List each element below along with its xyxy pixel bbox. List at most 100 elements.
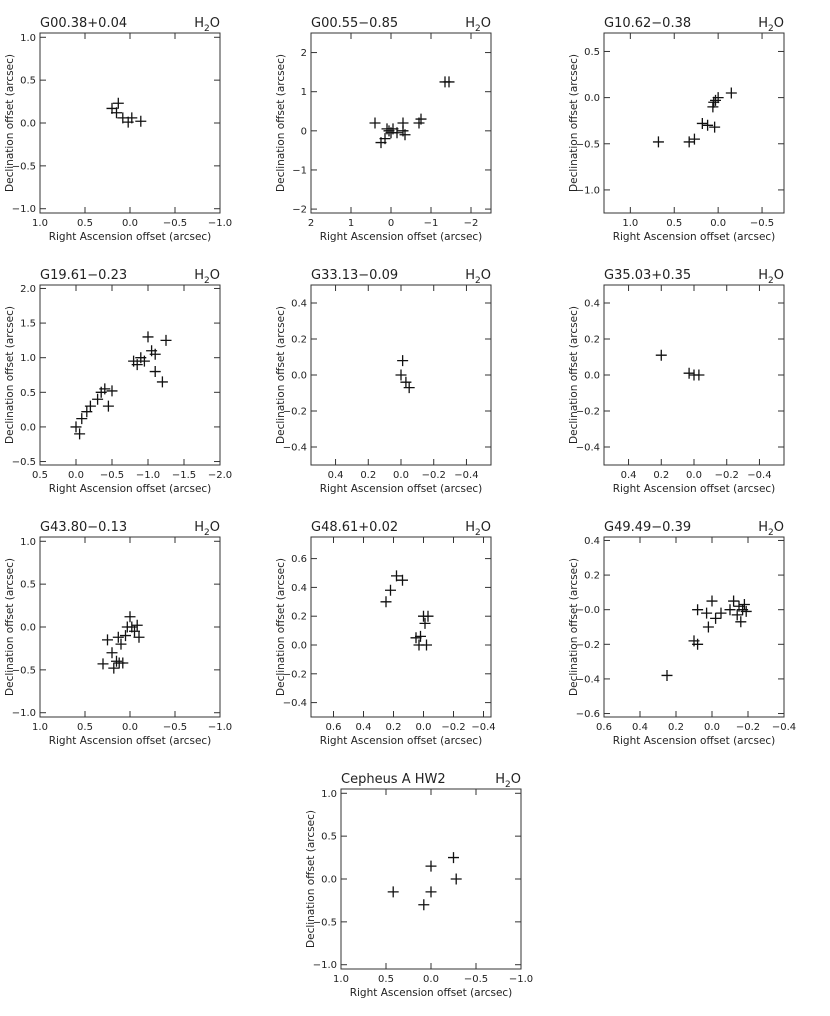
data-point (450, 873, 462, 885)
data-point (738, 599, 750, 610)
panel-8: G48.61+0.02 H2O 0.6 0.4 0.2 0.0 −0.2 −0.4 −0.4 −0… (275, 520, 496, 747)
y-tick-label: −1.0 (12, 708, 36, 719)
plot-frame (603, 32, 785, 214)
data-point (99, 383, 111, 395)
y-tick-label: 0.0 (584, 93, 600, 104)
y-tick-label: 1.0 (20, 33, 36, 44)
x-tick-label: 0.2 (386, 722, 402, 733)
data-point (111, 107, 122, 119)
data-point (131, 619, 143, 631)
data-point (149, 366, 161, 378)
data-point (160, 334, 172, 346)
plot-frame (39, 284, 221, 466)
x-tick-label: −0.4 (772, 722, 796, 733)
x-tick-label: 0.4 (632, 722, 648, 733)
data-point (443, 76, 455, 88)
x-tick-label: 0.4 (621, 470, 637, 481)
x-axis-label: Right Ascension offset (arcsec) (49, 483, 212, 495)
x-tick-label: 0.5 (77, 218, 93, 229)
data-point (156, 376, 168, 388)
panel-3: G10.62−0.38 H2O 1.0 0.5 0.0 −0.5 −1.0 −0.5 0.0 0.… (568, 16, 785, 243)
x-tick-label: 0.0 (122, 218, 138, 229)
x-tick-label: −0.5 (464, 974, 488, 985)
x-axis-label: Right Ascension offset (arcsec) (350, 987, 513, 999)
data-point (683, 136, 695, 148)
x-tick-label: 1.0 (622, 218, 638, 229)
data-point (115, 638, 127, 650)
x-tick-label: 0.2 (360, 470, 376, 481)
data-point (111, 655, 122, 667)
panel-1: G00.38+0.04 H2O 1.0 0.5 0.0 −0.5 −1.0 −1.0 −0.5 0… (4, 16, 232, 243)
data-point (688, 133, 700, 145)
data-point (84, 400, 96, 412)
panel-7: G43.80−0.13 H2O 1.0 0.5 0.0 −0.5 −1.0 −1.0 −0.5 0… (4, 520, 232, 747)
data-point (395, 369, 407, 381)
x-axis-label: Right Ascension offset (arcsec) (613, 483, 776, 495)
y-tick-label: 0.5 (20, 76, 36, 87)
x-tick-label: 0.5 (666, 218, 682, 229)
y-tick-label: 0.0 (20, 422, 36, 433)
data-point (108, 662, 120, 674)
x-tick-label: −1.5 (172, 470, 196, 481)
plot-frame (603, 536, 785, 718)
data-point (725, 87, 737, 99)
y-axis-label: Declination offset (arcsec) (568, 54, 580, 192)
panel-5: G33.13−0.09 H2O 0.4 0.2 0.0 −0.2 −0.4 −0.4 −0.2 0… (275, 268, 492, 495)
panel-4: G19.61−0.23 H2O 0.5 0.0 −0.5 −1.0 −1.5 −2.0 −0.5… (4, 268, 232, 495)
y-tick-label: 0.0 (321, 875, 337, 886)
data-point (415, 630, 426, 642)
x-tick-label: 0.2 (653, 470, 669, 481)
data-point (106, 647, 118, 659)
data-point (403, 382, 415, 394)
x-tick-label: 0.0 (393, 470, 409, 481)
y-axis-label: Declination offset (arcsec) (568, 306, 580, 444)
panel-title: G43.80−0.13 (40, 520, 127, 535)
x-axis-label: Right Ascension offset (arcsec) (49, 231, 212, 243)
data-point (117, 657, 129, 669)
y-tick-label: −0.5 (313, 917, 337, 928)
y-tick-label: −1 (292, 165, 307, 176)
data-point (369, 117, 381, 129)
y-tick-label: 0.2 (291, 612, 307, 623)
data-point (102, 400, 114, 412)
data-point (683, 367, 695, 379)
x-tick-label: −0.2 (715, 470, 739, 481)
x-axis-label: Right Ascension offset (arcsec) (320, 231, 483, 243)
panel-10: Cepheus A HW2 H2O 1.0 0.5 0.0 −0.5 −1.0 −1.0 −0.… (305, 772, 533, 999)
x-axis-label: Right Ascension offset (arcsec) (320, 735, 483, 747)
maser-label: H2O (194, 268, 220, 286)
panel-title: G00.55−0.85 (311, 16, 398, 31)
x-tick-label: 0.6 (596, 722, 612, 733)
y-tick-label: 0.6 (291, 554, 307, 565)
data-point (379, 133, 391, 145)
data-point (133, 631, 145, 643)
data-point (380, 596, 392, 608)
x-tick-label: −0.5 (163, 218, 187, 229)
y-tick-label: −0.5 (576, 139, 600, 150)
data-point (712, 92, 724, 104)
x-tick-label: −1 (424, 218, 439, 229)
x-tick-label: −1.0 (136, 470, 160, 481)
y-tick-label: −0.6 (576, 709, 600, 720)
y-tick-label: −0.5 (12, 457, 36, 468)
x-tick-label: 1.0 (333, 974, 349, 985)
data-point (740, 605, 752, 617)
data-point (419, 617, 431, 629)
data-point (448, 852, 459, 864)
data-point (692, 604, 704, 616)
y-axis-label: Declination offset (arcsec) (275, 54, 287, 192)
data-point (124, 611, 136, 623)
data-point (112, 631, 124, 643)
y-tick-label: −0.4 (283, 698, 307, 709)
y-axis-label: Declination offset (arcsec) (275, 306, 287, 444)
y-tick-label: 0.5 (20, 580, 36, 591)
x-tick-label: 0 (388, 218, 394, 229)
data-point (418, 899, 430, 911)
y-tick-label: 0.0 (584, 371, 600, 382)
y-tick-label: 0.4 (584, 299, 600, 310)
y-tick-label: 0 (301, 126, 307, 137)
y-tick-label: −0.4 (576, 443, 600, 454)
x-tick-label: 0.0 (68, 470, 84, 481)
x-tick-label: 1.0 (32, 218, 48, 229)
